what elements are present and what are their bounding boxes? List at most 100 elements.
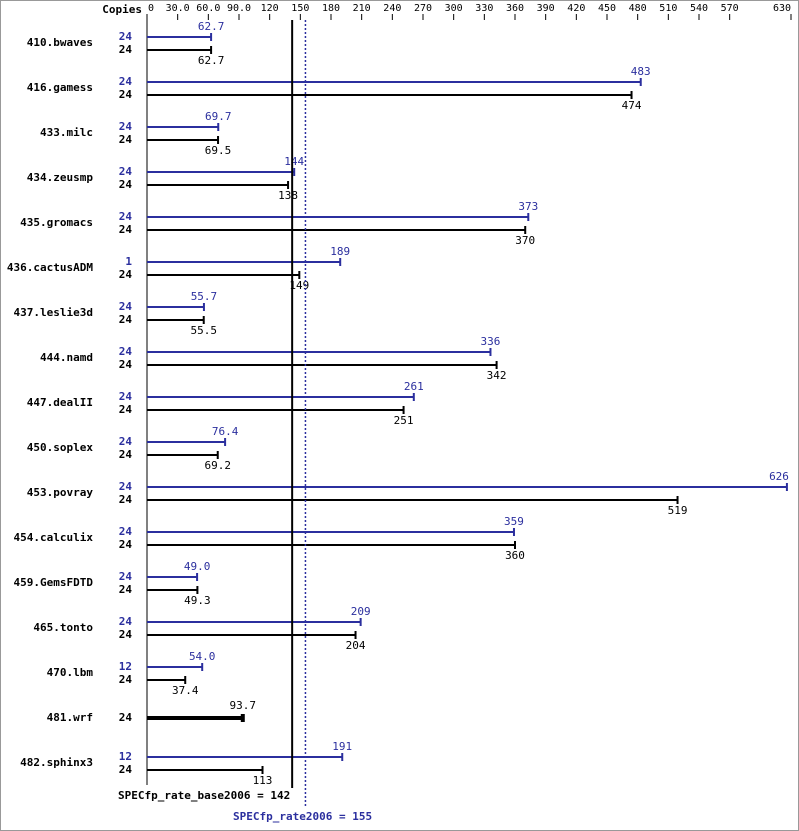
benchmark-name: 434.zeusmp — [27, 171, 94, 184]
peak-value-label: 144 — [284, 155, 304, 168]
x-tick-label: 330 — [475, 3, 493, 14]
benchmark-name: 436.cactusADM — [7, 261, 93, 274]
copies-header: Copies — [102, 3, 142, 16]
peak-copies: 24 — [119, 210, 133, 223]
base-value-label: 519 — [668, 504, 688, 517]
bar — [147, 676, 187, 684]
x-tick-label: 30.0 — [166, 3, 190, 14]
bar — [147, 663, 204, 671]
benchmark-name: 437.leslie3d — [14, 306, 93, 319]
base-value-label: 69.2 — [204, 459, 231, 472]
bar — [147, 753, 344, 761]
peak-value-label: 62.7 — [198, 20, 225, 33]
benchmark-name: 447.dealII — [27, 396, 93, 409]
peak-copies: 12 — [119, 660, 132, 673]
base-copies: 24 — [119, 448, 133, 461]
peak-value-label: 359 — [504, 515, 524, 528]
bar — [147, 78, 642, 86]
base-value-label: 62.7 — [198, 54, 225, 67]
base-value-label: 251 — [394, 414, 414, 427]
benchmark-name: 416.gamess — [27, 81, 93, 94]
peak-copies: 24 — [119, 480, 133, 493]
peak-copies: 24 — [119, 165, 133, 178]
bar — [147, 46, 213, 54]
peak-copies: 24 — [119, 525, 133, 538]
peak-value-label: 373 — [518, 200, 538, 213]
base-copies: 24 — [119, 628, 133, 641]
x-tick-label: 450 — [598, 3, 616, 14]
base-value-label: 93.7 — [230, 699, 257, 712]
peak-copies: 24 — [119, 30, 133, 43]
base-value-label: 55.5 — [190, 324, 217, 337]
peak-copies: 24 — [119, 570, 133, 583]
benchmark-name: 444.namd — [40, 351, 93, 364]
bar — [147, 123, 220, 131]
x-tick-label: 390 — [537, 3, 555, 14]
base-value-label: 149 — [289, 279, 309, 292]
base-value-label: 138 — [278, 189, 298, 202]
peak-copies: 1 — [125, 255, 132, 268]
bar — [147, 393, 415, 401]
bar — [147, 181, 290, 189]
x-tick-label: 150 — [291, 3, 309, 14]
x-tick-label: 270 — [414, 3, 432, 14]
bar — [147, 271, 301, 279]
x-tick-label: 510 — [659, 3, 677, 14]
bar — [147, 714, 245, 722]
x-tick-label: 420 — [567, 3, 585, 14]
bar — [147, 33, 213, 41]
reference-label: SPECfp_rate_base2006 = 142 — [118, 789, 290, 802]
bar — [147, 316, 205, 324]
benchmark-name: 470.lbm — [47, 666, 94, 679]
peak-value-label: 55.7 — [191, 290, 218, 303]
base-copies: 24 — [119, 88, 133, 101]
reference-label: SPECfp_rate2006 = 155 — [233, 810, 372, 823]
peak-value-label: 626 — [769, 470, 789, 483]
base-copies: 24 — [119, 223, 133, 236]
peak-value-label: 261 — [404, 380, 424, 393]
benchmark-name: 481.wrf — [47, 711, 93, 724]
benchmark-name: 453.povray — [27, 486, 94, 499]
bar — [147, 438, 227, 446]
base-copies: 24 — [119, 583, 133, 596]
base-copies: 24 — [119, 358, 133, 371]
bar — [147, 528, 515, 536]
bar — [147, 631, 357, 639]
base-copies: 24 — [119, 313, 133, 326]
bar — [147, 136, 220, 144]
benchmark-name: 410.bwaves — [27, 36, 93, 49]
bar — [147, 483, 788, 491]
bar — [147, 573, 199, 581]
peak-value-label: 189 — [330, 245, 350, 258]
base-value-label: 49.3 — [184, 594, 211, 607]
benchmark-name: 482.sphinx3 — [20, 756, 93, 769]
base-copies: 24 — [119, 43, 133, 56]
base-value-label: 204 — [346, 639, 366, 652]
peak-copies: 24 — [119, 615, 133, 628]
base-copies: 24 — [119, 538, 133, 551]
x-tick-label: 180 — [322, 3, 340, 14]
base-value-label: 474 — [622, 99, 642, 112]
bar — [147, 168, 296, 176]
x-tick-label: 240 — [383, 3, 401, 14]
base-value-label: 370 — [515, 234, 535, 247]
x-tick-label: 120 — [261, 3, 279, 14]
base-copies: 24 — [119, 711, 133, 724]
peak-value-label: 191 — [332, 740, 352, 753]
x-tick-label: 540 — [690, 3, 708, 14]
bar — [147, 496, 679, 504]
base-copies: 24 — [119, 403, 133, 416]
benchmark-name: 454.calculix — [14, 531, 94, 544]
base-copies: 24 — [119, 268, 133, 281]
peak-copies: 24 — [119, 120, 133, 133]
bar — [147, 451, 219, 459]
peak-value-label: 336 — [481, 335, 501, 348]
x-tick-label: 300 — [445, 3, 463, 14]
x-tick-label: 480 — [629, 3, 647, 14]
x-tick-label: 0 — [148, 3, 154, 14]
bar — [147, 226, 527, 234]
bar — [147, 541, 516, 549]
peak-value-label: 54.0 — [189, 650, 216, 663]
